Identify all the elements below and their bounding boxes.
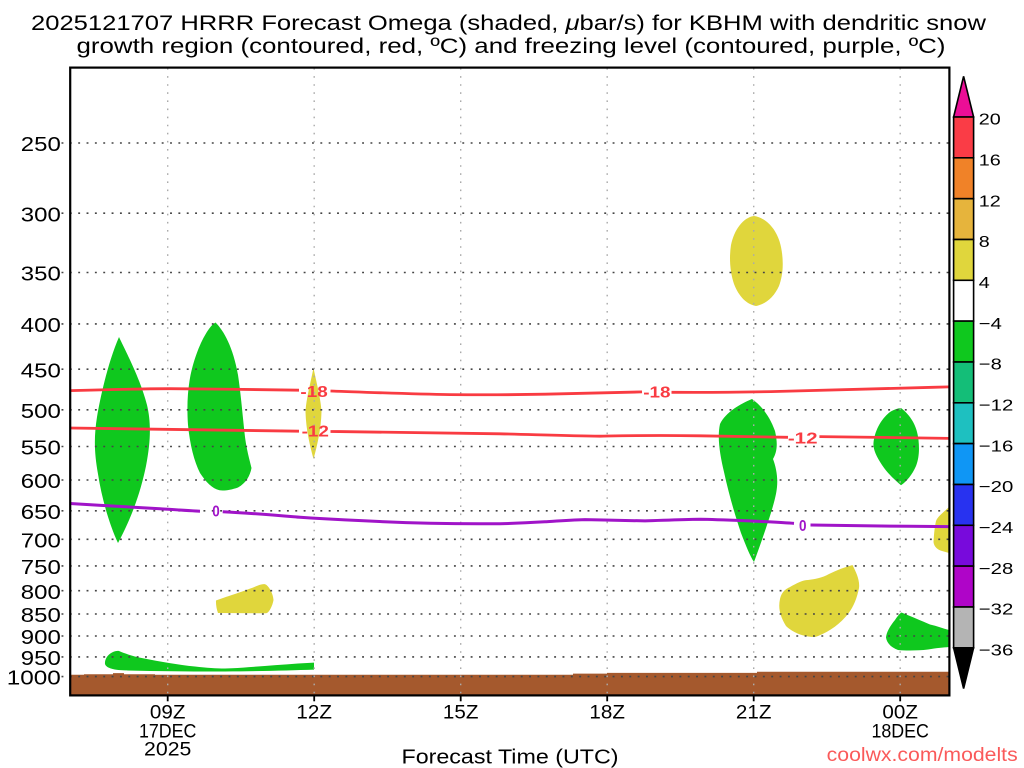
svg-text:coolwx.com/modelts: coolwx.com/modelts [827,745,1018,766]
svg-text:18DEC: 18DEC [871,721,929,743]
svg-text:−32: −32 [979,602,1014,619]
svg-text:−20: −20 [979,479,1014,496]
svg-text:−28: −28 [979,561,1014,578]
svg-text:450: 450 [21,359,61,382]
svg-text:1000: 1000 [7,667,61,690]
svg-text:−8: −8 [979,357,1002,374]
svg-text:12Z: 12Z [296,702,332,724]
svg-text:growth region (contoured, red,: growth region (contoured, red, ºC) and f… [77,34,946,58]
svg-text:00Z: 00Z [882,702,918,724]
svg-text:250: 250 [21,133,61,156]
svg-text:−24: −24 [979,520,1014,537]
svg-text:-18: -18 [300,384,327,401]
svg-text:09Z: 09Z [150,702,186,724]
svg-text:12: 12 [979,193,1001,210]
svg-text:15Z: 15Z [443,702,479,724]
svg-text:−36: −36 [979,643,1014,660]
svg-text:-12: -12 [788,430,818,447]
svg-text:−4: −4 [979,316,1002,333]
svg-text:8: 8 [979,234,990,251]
svg-text:−12: −12 [979,398,1014,415]
svg-text:21Z: 21Z [736,702,772,724]
svg-text:550: 550 [21,437,61,460]
svg-text:4: 4 [979,275,990,292]
svg-text:-12: -12 [302,423,329,440]
svg-text:0: 0 [799,518,807,535]
svg-text:750: 750 [21,556,61,579]
svg-text:-18: -18 [643,385,670,402]
svg-text:−16: −16 [979,438,1014,455]
svg-text:0: 0 [212,504,220,521]
svg-text:800: 800 [21,581,61,604]
svg-text:17DEC: 17DEC [139,721,197,743]
svg-text:2025: 2025 [144,739,191,761]
svg-text:600: 600 [21,470,61,493]
svg-text:16: 16 [979,153,1001,170]
svg-text:350: 350 [21,263,61,286]
svg-text:950: 950 [21,647,61,670]
svg-text:Forecast Time (UTC): Forecast Time (UTC) [402,746,619,768]
svg-text:20: 20 [979,112,1001,129]
svg-text:850: 850 [21,604,61,627]
svg-text:18Z: 18Z [589,702,625,724]
svg-text:700: 700 [21,529,61,552]
svg-text:500: 500 [21,400,61,423]
svg-text:400: 400 [21,314,61,337]
svg-text:2025121707 HRRR Forecast Omega: 2025121707 HRRR Forecast Omega (shaded, … [31,11,987,35]
svg-text:900: 900 [21,626,61,649]
svg-text:300: 300 [21,203,61,226]
svg-text:650: 650 [21,501,61,524]
